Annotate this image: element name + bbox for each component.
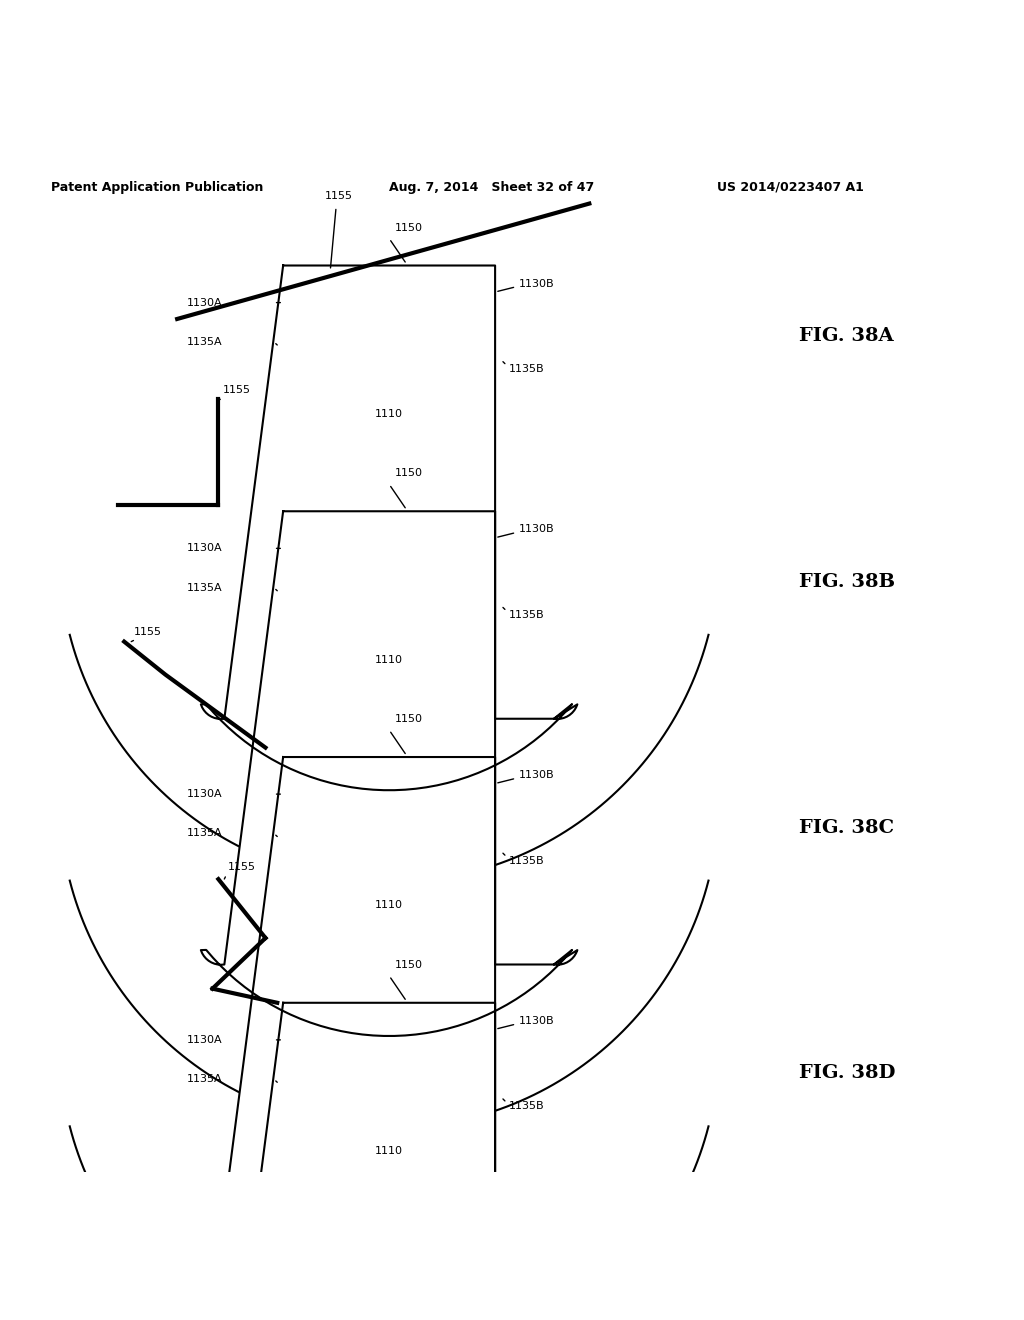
Text: 1130B: 1130B xyxy=(519,1016,554,1026)
Text: 1150: 1150 xyxy=(395,714,423,725)
Text: Patent Application Publication: Patent Application Publication xyxy=(51,181,263,194)
Text: 1130A: 1130A xyxy=(186,1035,222,1045)
Text: 1135B: 1135B xyxy=(509,1101,545,1111)
Text: 1135B: 1135B xyxy=(509,610,545,620)
Text: 1110: 1110 xyxy=(375,655,403,665)
Text: 1110: 1110 xyxy=(375,900,403,911)
Text: 1150: 1150 xyxy=(395,960,423,970)
Text: US 2014/0223407 A1: US 2014/0223407 A1 xyxy=(717,181,863,194)
Polygon shape xyxy=(201,265,578,791)
Text: 1155: 1155 xyxy=(325,190,352,201)
Text: 1135A: 1135A xyxy=(186,337,222,347)
Text: 1130B: 1130B xyxy=(519,279,554,289)
Text: 1155: 1155 xyxy=(223,384,251,395)
Text: 1130A: 1130A xyxy=(186,789,222,799)
Text: 1150: 1150 xyxy=(395,223,423,232)
Text: FIG. 38B: FIG. 38B xyxy=(799,573,895,591)
Text: FIG. 38C: FIG. 38C xyxy=(799,818,894,837)
Text: FIG. 38D: FIG. 38D xyxy=(799,1064,895,1082)
Text: 1135A: 1135A xyxy=(186,582,222,593)
Text: 1135A: 1135A xyxy=(186,829,222,838)
Text: 1135B: 1135B xyxy=(509,364,545,374)
Text: FIG. 38A: FIG. 38A xyxy=(799,327,893,345)
Text: 1130B: 1130B xyxy=(519,770,554,780)
Text: 1135B: 1135B xyxy=(509,855,545,866)
Text: 1155: 1155 xyxy=(227,862,256,873)
Text: 1110: 1110 xyxy=(375,409,403,418)
Text: 1130A: 1130A xyxy=(186,544,222,553)
Text: 1155: 1155 xyxy=(133,627,162,638)
Text: Aug. 7, 2014   Sheet 32 of 47: Aug. 7, 2014 Sheet 32 of 47 xyxy=(389,181,594,194)
Polygon shape xyxy=(201,511,578,1036)
Polygon shape xyxy=(201,1003,578,1320)
Polygon shape xyxy=(201,758,578,1282)
Text: 1130B: 1130B xyxy=(519,524,554,535)
Text: 1150: 1150 xyxy=(395,469,423,478)
Text: 1135A: 1135A xyxy=(186,1074,222,1084)
Text: 1130A: 1130A xyxy=(186,297,222,308)
Text: 1110: 1110 xyxy=(375,1146,403,1156)
